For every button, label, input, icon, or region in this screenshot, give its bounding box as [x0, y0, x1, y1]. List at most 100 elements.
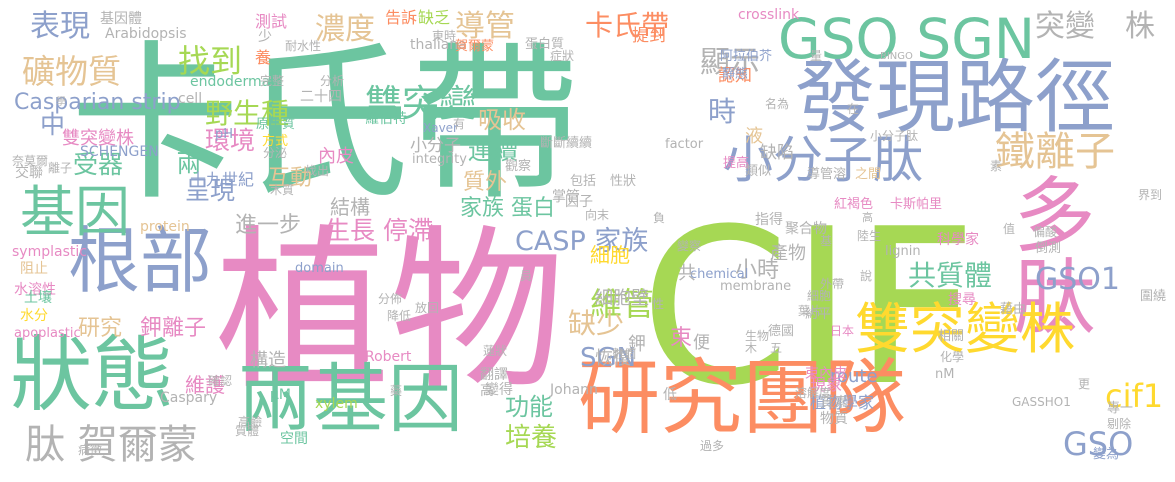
word-cloud-word: 認知: [718, 66, 752, 86]
word-cloud-word: 藉由: [1000, 302, 1027, 317]
word-cloud-word: 維護: [185, 373, 225, 397]
word-cloud-word: 束內皮: [805, 366, 847, 382]
word-cloud-word: 缺乏: [418, 8, 451, 27]
word-cloud-word: 性: [652, 297, 665, 311]
word-cloud-word: 更: [1078, 377, 1091, 391]
word-cloud-word: 兩基因: [238, 355, 464, 443]
word-cloud-word: crosslink: [738, 7, 800, 23]
word-cloud-word: 卡氏帶: [585, 9, 670, 42]
word-cloud-word: 缺少: [568, 307, 625, 340]
word-cloud-word: 質體: [235, 424, 260, 438]
word-cloud-word: 約平: [805, 307, 832, 322]
word-cloud-word: 少: [258, 29, 272, 45]
word-cloud-word: domain: [295, 261, 344, 276]
word-cloud-word: 便: [693, 333, 710, 353]
word-cloud-word: 產物: [770, 243, 806, 264]
word-cloud-word: 素: [990, 159, 1003, 173]
word-cloud-word: 員: [520, 269, 533, 283]
word-cloud-word: 表現: [30, 9, 90, 44]
word-cloud-word: 細胞: [590, 243, 630, 267]
word-cloud-word: thaliana: [410, 37, 467, 53]
word-cloud-word: 原生質: [256, 117, 296, 132]
word-cloud-word: 空間: [280, 431, 308, 447]
word-cloud-word: 缺陷: [760, 143, 794, 163]
word-cloud-word: GSO: [1063, 425, 1134, 463]
word-cloud-word: 濃度: [315, 12, 375, 47]
word-cloud-word: 株: [1125, 9, 1155, 44]
word-cloud-word: 基因體: [100, 11, 142, 27]
word-cloud-word: 養: [255, 48, 272, 67]
word-cloud-word: 發現路徑: [795, 51, 1115, 144]
word-cloud-word: 病徵: [78, 443, 103, 457]
word-cloud-word: 礦物質: [22, 52, 121, 91]
word-cloud-word: 雙突變: [365, 82, 476, 125]
word-cloud-word: 導管: [455, 9, 515, 44]
word-cloud-word: CIF: [640, 182, 978, 433]
word-cloud-word: 過多: [700, 439, 725, 453]
word-cloud-word: 十九世紀: [190, 170, 255, 189]
word-cloud-word: 耐水性: [285, 39, 322, 53]
word-cloud-word: 觀察: [505, 159, 532, 174]
word-cloud-word: 完整: [260, 74, 285, 88]
word-cloud-word: pH: [215, 127, 234, 142]
word-cloud-word: 界到: [1138, 188, 1163, 202]
word-cloud-word: 細胞壁: [595, 288, 649, 309]
word-cloud-word: 專一: [1107, 401, 1134, 416]
word-cloud-word: 分泌: [263, 146, 288, 160]
word-cloud-word: cif1: [1105, 377, 1164, 415]
word-cloud-word: 木: [745, 341, 758, 355]
word-cloud-word: 德國: [768, 324, 795, 339]
word-cloud-word: 中: [40, 110, 66, 139]
word-cloud-word: 剔除: [1107, 417, 1132, 431]
word-cloud-word: 羅伯特: [365, 111, 407, 127]
word-cloud-word: Casparian strip: [14, 90, 181, 115]
word-cloud-word: SGN: [580, 343, 637, 373]
word-cloud-word: 土壤: [24, 290, 52, 306]
word-cloud-word: 降低: [387, 309, 412, 323]
word-cloud-word: 分佈: [378, 292, 403, 306]
word-cloud-word: route: [830, 366, 878, 387]
word-cloud-word: xylem: [315, 396, 358, 412]
word-cloud-word: 蛋白質: [525, 37, 565, 52]
word-cloud-word: 功能: [505, 393, 553, 421]
word-cloud-word: 木質: [270, 183, 295, 197]
word-cloud-word: 量: [810, 49, 823, 63]
word-cloud-word: 研究團隊: [578, 351, 907, 446]
word-cloud-word: 搜尋: [948, 292, 976, 308]
word-cloud-word: 兩: [173, 150, 202, 175]
word-cloud-word: GSO1: [1035, 262, 1120, 297]
word-cloud-word: 物質: [820, 411, 848, 427]
word-cloud-word: 告訴: [385, 8, 418, 27]
word-cloud-word: 賀爾蒙: [455, 39, 495, 54]
word-cloud-word: 聚合物: [785, 221, 827, 237]
word-cloud-word: 包括: [570, 174, 597, 189]
word-cloud-word: 阻止: [20, 261, 48, 277]
word-cloud-word: 向末: [585, 208, 610, 222]
word-cloud-word: 液: [745, 126, 763, 147]
word-cloud-word: 數個: [612, 347, 637, 361]
word-cloud-word: CASP 家族: [515, 226, 649, 257]
word-cloud-word: 性狀: [610, 174, 637, 189]
word-cloud-word: 放回: [415, 301, 440, 315]
word-cloud-word: 類似: [745, 164, 772, 179]
word-cloud-word: SCHENGEN: [80, 144, 159, 160]
word-cloud-word: 水溶性: [14, 282, 56, 298]
word-cloud-word: 突變: [1035, 9, 1095, 44]
word-cloud-word: lignin: [885, 244, 921, 259]
word-cloud-word: GASSHO1: [1012, 395, 1071, 409]
word-cloud-word: 變得: [485, 382, 513, 398]
word-cloud-word: 時: [708, 95, 737, 128]
word-cloud-word: 受器: [73, 150, 124, 179]
word-cloud-word: Xaver: [423, 121, 458, 135]
word-cloud-word: 雙突變株: [855, 297, 1076, 361]
word-cloud-word: 呈現: [185, 176, 236, 205]
word-cloud-word: 五: [770, 341, 783, 355]
word-cloud-word: 有: [453, 117, 466, 131]
word-cloud-word: 束: [670, 326, 693, 351]
word-cloud-word: 基因: [20, 180, 131, 244]
word-cloud-word: 研究: [78, 316, 123, 341]
word-cloud-word: 圍繞: [1140, 289, 1167, 304]
word-cloud-word: 斷斷續續: [540, 136, 593, 151]
word-cloud-word: 症狀: [550, 49, 575, 63]
word-cloud-word: 環境: [205, 126, 256, 155]
